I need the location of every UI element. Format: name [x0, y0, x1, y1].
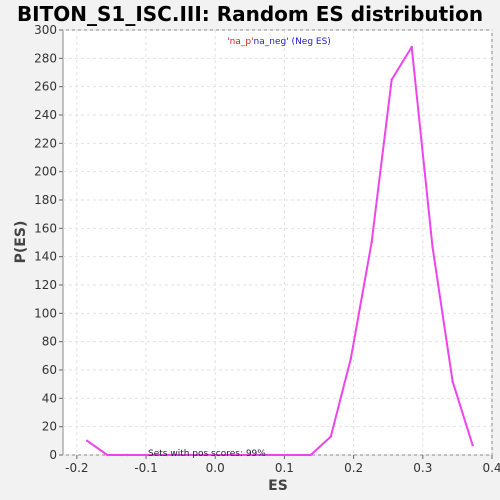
data-point [226, 453, 229, 457]
legend: 'na_p'na_neg' (Neg ES) [227, 37, 331, 47]
y-tick-label: 180 [34, 193, 57, 207]
y-tick-label: 0 [49, 448, 57, 462]
y-tick-label: 220 [34, 136, 57, 150]
x-tick-label: -0.1 [134, 461, 157, 475]
data-point [309, 453, 312, 457]
data-point [86, 439, 89, 443]
data-point [431, 245, 434, 248]
axes: 0 20 40 60 80 100 120 140 160 180 200 220 240 260 280 3… [34, 23, 500, 475]
y-tick-label: 300 [34, 23, 57, 37]
x-tick-label: 0.3 [413, 461, 432, 475]
data-point [186, 453, 189, 457]
data-point [146, 453, 149, 457]
data-point [206, 453, 209, 457]
y-tick-label: 60 [42, 363, 57, 377]
y-tick-label: 40 [42, 391, 57, 405]
y-tick-label: 100 [34, 306, 57, 320]
x-axis-label: ES [268, 478, 288, 494]
x-tick-label: 0.4 [482, 461, 500, 475]
data-point [266, 453, 270, 457]
y-tick-label: 120 [34, 278, 57, 292]
x-tick-label: 0.1 [275, 461, 294, 475]
data-point [370, 241, 373, 244]
x-tick-label: 0.0 [206, 461, 225, 475]
data-point [410, 45, 413, 49]
legend-neg-label: na_neg' (Neg ES) [254, 37, 331, 47]
series-line [86, 46, 474, 456]
y-tick-label: 160 [34, 221, 57, 235]
legend-pos-label: 'na_p' [227, 37, 253, 47]
y-tick-label: 80 [42, 335, 57, 349]
data-point [246, 453, 249, 457]
data-point [106, 453, 109, 457]
y-tick-label: 280 [34, 51, 57, 65]
y-tick-label: 20 [42, 420, 57, 434]
series-layer [86, 45, 474, 457]
x-tick-label: -0.2 [65, 461, 88, 475]
chart-title: BITON_S1_ISC.III: Random ES distribution [16, 2, 484, 26]
annotation-pos-scores: Sets with pos scores: 99% [148, 449, 266, 459]
y-tick-label: 140 [34, 250, 57, 264]
y-tick-label: 260 [34, 80, 57, 94]
data-point [329, 435, 332, 438]
plot-area [62, 29, 493, 456]
data-point [390, 78, 393, 81]
y-axis-label: P(ES) [13, 221, 29, 264]
y-tick-label: 200 [34, 165, 57, 179]
data-point [451, 380, 454, 383]
data-point [286, 453, 290, 457]
data-point [349, 357, 353, 360]
grid [63, 29, 493, 456]
data-point [471, 443, 474, 447]
data-point [166, 453, 169, 457]
data-point [126, 453, 129, 457]
x-tick-label: 0.2 [344, 461, 363, 475]
y-tick-label: 240 [34, 108, 57, 122]
